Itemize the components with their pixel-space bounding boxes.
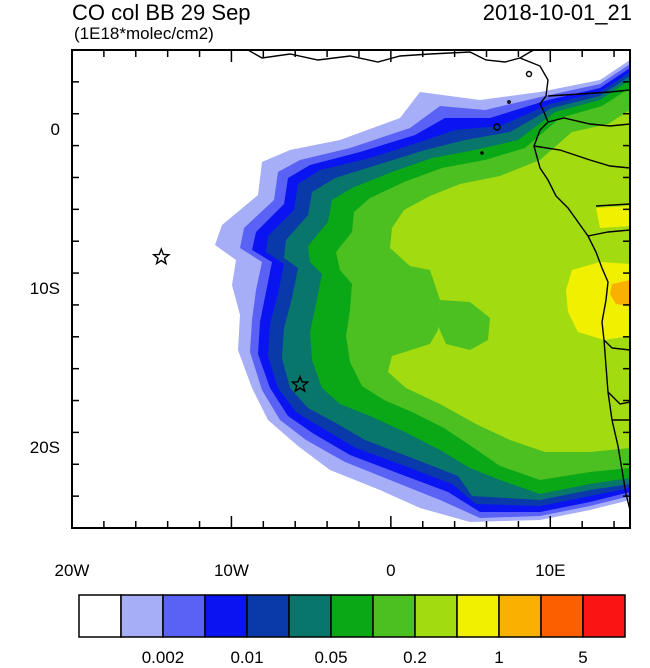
colorbar-label: 1 bbox=[494, 648, 504, 667]
plume-layer-yellowgreen bbox=[388, 110, 630, 452]
colorbar-box bbox=[204, 594, 248, 638]
colorbar bbox=[78, 594, 626, 638]
y-tick-label: 20S bbox=[29, 438, 60, 458]
plot-frame bbox=[71, 49, 631, 529]
star-marker bbox=[290, 374, 310, 393]
y-tick-label: 10S bbox=[29, 279, 60, 298]
colorbar-box bbox=[162, 594, 206, 638]
y-tick-label: 0 bbox=[50, 119, 60, 139]
plume-field bbox=[215, 60, 630, 522]
colorbar-box bbox=[330, 594, 374, 638]
colorbar-box bbox=[372, 594, 416, 638]
colorbar-box bbox=[414, 594, 458, 638]
colorbar-label: 5 bbox=[578, 648, 588, 667]
x-tick-label: 10E bbox=[535, 561, 566, 580]
colorbar-label: 0.002 bbox=[141, 648, 185, 667]
markers bbox=[151, 247, 310, 393]
colorbar-box bbox=[288, 594, 332, 638]
star-marker bbox=[151, 247, 171, 266]
plume-pocket-green bbox=[438, 300, 490, 350]
colorbar-box bbox=[120, 594, 164, 638]
colorbar-label: 0.01 bbox=[230, 648, 264, 667]
colorbar-label: 0.2 bbox=[403, 648, 427, 667]
colorbar-label: 0.05 bbox=[314, 648, 348, 667]
map-datetime: 2018-10-01_21 bbox=[482, 0, 632, 25]
colorbar-box bbox=[78, 594, 122, 638]
plume-layer-orange bbox=[610, 280, 630, 306]
map-title: CO col BB 29 Sep bbox=[72, 0, 251, 25]
axis-ticks bbox=[71, 49, 630, 529]
colorbar-box bbox=[540, 594, 584, 638]
colorbar-box bbox=[456, 594, 500, 638]
plume-layer-yellow bbox=[566, 262, 630, 340]
units-label: (1E18*molec/cm2) bbox=[74, 24, 214, 43]
x-tick-label: 0 bbox=[386, 561, 396, 580]
plume-patch-yellow-north bbox=[596, 206, 630, 228]
x-tick-label: 20W bbox=[54, 561, 90, 580]
colorbar-box bbox=[582, 594, 626, 638]
x-tick-label: 10W bbox=[213, 561, 249, 580]
colorbar-box bbox=[246, 594, 290, 638]
colorbar-box bbox=[498, 594, 542, 638]
coastline bbox=[247, 50, 630, 511]
